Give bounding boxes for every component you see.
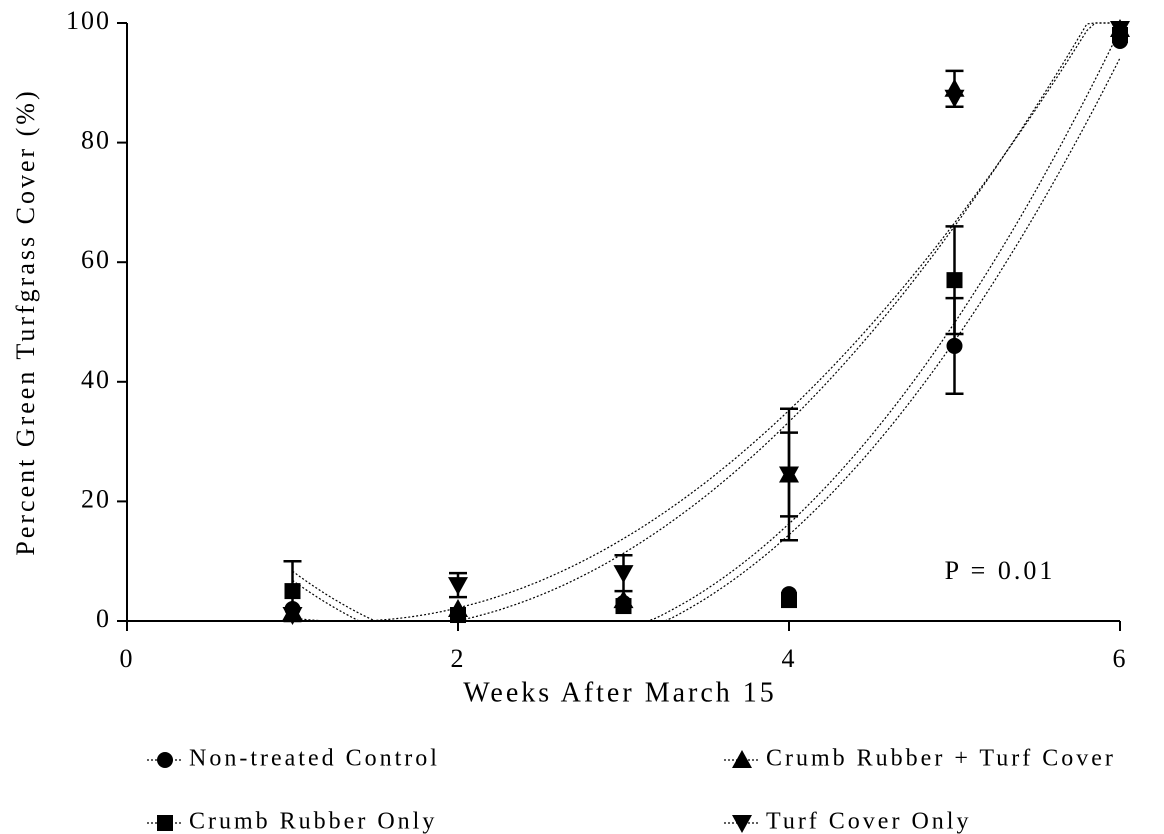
fit-curve (292, 22, 1120, 622)
fit-curve (292, 57, 1121, 622)
y-tick-label: 40 (81, 365, 111, 394)
y-tick-label: 0 (96, 604, 111, 633)
legend-label: Turf Cover Only (766, 809, 971, 834)
fit-curve (292, 22, 1120, 622)
marker (615, 598, 632, 615)
marker (157, 752, 173, 768)
marker (732, 750, 752, 768)
marker (450, 607, 466, 624)
annotation: P = 0.01 (945, 556, 1056, 585)
marker (613, 565, 634, 584)
x-tick-label: 2 (451, 644, 466, 673)
x-tick-label: 0 (120, 644, 135, 673)
x-tick-label: 6 (1113, 644, 1128, 673)
fit-curve (292, 29, 1121, 622)
marker (732, 815, 752, 833)
x-axis-title: Weeks After March 15 (463, 677, 777, 708)
marker (1110, 20, 1130, 39)
y-tick-label: 20 (81, 484, 111, 513)
y-axis-title: Percent Green Turfgrass Cover (%) (11, 88, 40, 555)
legend-label: Crumb Rubber Only (189, 809, 437, 834)
marker (944, 89, 965, 108)
y-tick-label: 80 (81, 126, 111, 155)
marker (781, 592, 797, 609)
y-tick-label: 100 (66, 6, 111, 35)
x-tick-label: 4 (782, 644, 797, 673)
marker (282, 607, 303, 626)
y-tick-label: 60 (81, 245, 111, 274)
marker (448, 577, 468, 596)
marker (157, 815, 173, 831)
legend-label: Non-treated Control (189, 746, 440, 772)
marker (946, 337, 963, 354)
legend-label: Crumb Rubber + Turf Cover (766, 746, 1116, 772)
marker (946, 272, 963, 289)
marker (779, 466, 799, 485)
marker (284, 583, 301, 600)
